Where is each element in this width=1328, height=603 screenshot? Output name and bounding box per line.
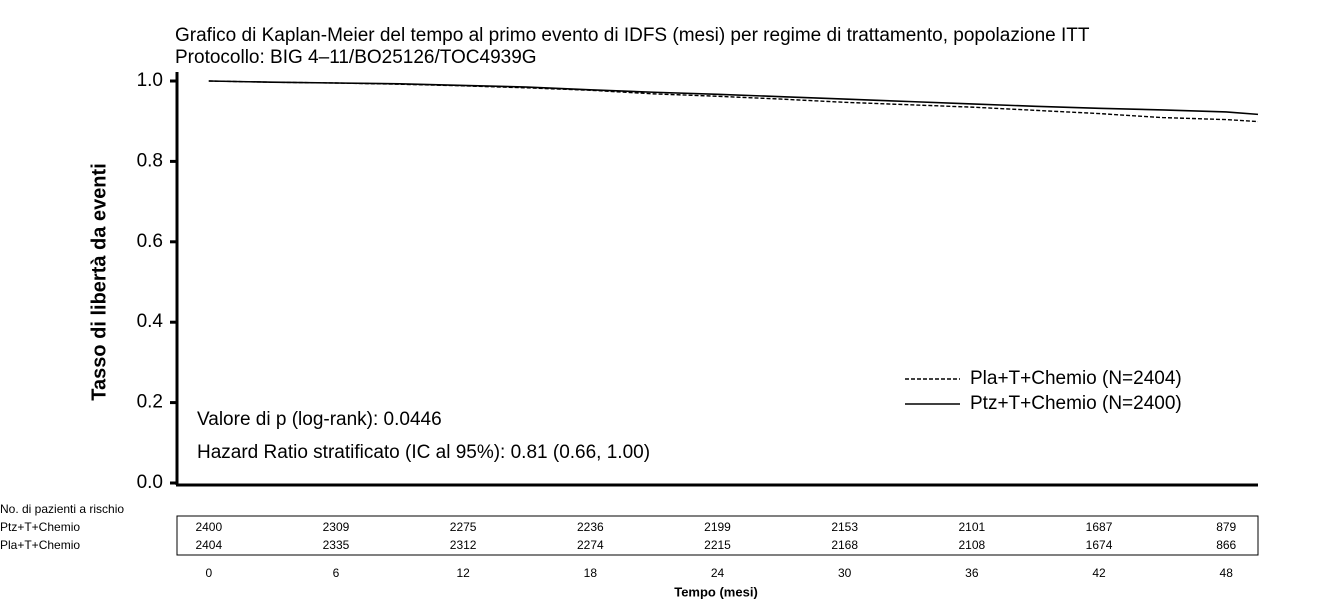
x-axis-label: Tempo (mesi) [674,584,758,599]
annotation: Valore di p (log-rank): 0.0446 [197,409,442,430]
x-tick-label: 36 [965,566,979,580]
x-tick-label: 18 [584,566,598,580]
risk-table-box [176,515,1259,556]
y-tick-label: 0.6 [137,231,163,252]
km-curve [208,80,1259,123]
x-tick-label: 6 [333,566,340,580]
risk-count: 1687 [1086,520,1113,534]
risk-count: 2404 [195,538,222,552]
legend-label: Pla+T+Chemio (N=2404) [970,368,1182,389]
x-tick-label: 30 [838,566,852,580]
annotation: Hazard Ratio stratificato (IC al 95%): 0… [197,442,650,463]
y-tick-label: 0.0 [137,472,163,493]
x-tick-label: 0 [205,566,212,580]
chart-subtitle: Protocollo: BIG 4–11/BO25126/TOC4939G [175,47,537,68]
risk-count: 1674 [1086,538,1113,552]
risk-count: 879 [1216,520,1236,534]
risk-count: 2400 [195,520,222,534]
risk-table-title: No. di pazienti a rischio [0,502,124,516]
x-tick-label: 24 [711,566,725,580]
risk-count: 2274 [577,538,604,552]
risk-count: 2236 [577,520,604,534]
x-tick-label: 48 [1220,566,1234,580]
km-curve [208,80,1259,116]
risk-count: 2199 [704,520,731,534]
risk-count: 2108 [959,538,986,552]
legend-label: Ptz+T+Chemio (N=2400) [970,393,1182,414]
risk-count: 2168 [831,538,858,552]
risk-count: 866 [1216,538,1236,552]
risk-row-label: Ptz+T+Chemio [0,520,80,534]
risk-count: 2215 [704,538,731,552]
y-tick-label: 1.0 [137,70,163,91]
x-tick-label: 42 [1092,566,1106,580]
risk-row-label: Pla+T+Chemio [0,538,80,552]
risk-count: 2309 [323,520,350,534]
y-tick-label: 0.2 [137,392,163,413]
y-tick-label: 0.4 [137,311,164,332]
risk-count: 2335 [323,538,350,552]
risk-count: 2101 [959,520,986,534]
risk-count: 2153 [831,520,858,534]
x-tick-label: 12 [456,566,470,580]
y-axis-label: Tasso di libertà da eventi [88,163,110,400]
risk-count: 2275 [450,520,477,534]
risk-count: 2312 [450,538,477,552]
chart-title: Grafico di Kaplan-Meier del tempo al pri… [175,25,1090,46]
y-tick-label: 0.8 [137,150,163,171]
